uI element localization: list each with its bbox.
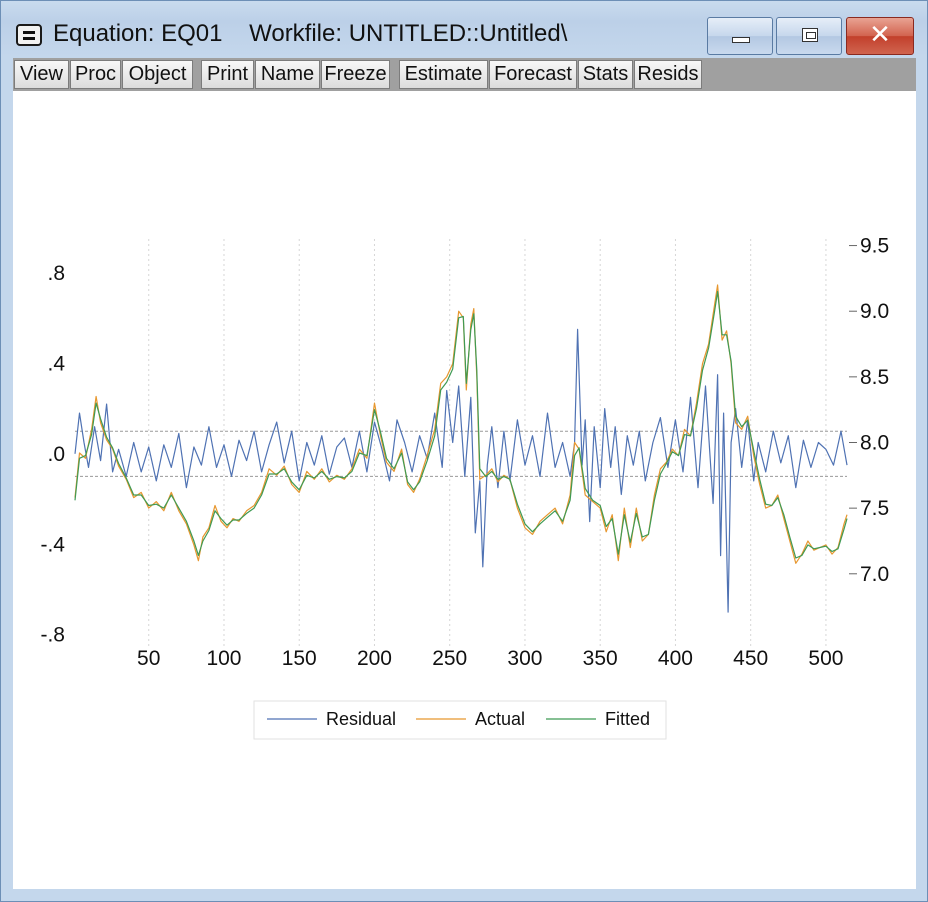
right-tick-label: 7.5 — [860, 497, 889, 520]
x-tick-label: 250 — [432, 647, 467, 670]
x-tick-label: 400 — [658, 647, 693, 670]
left-tick-label: .4 — [47, 352, 65, 375]
print-button[interactable]: Print — [201, 60, 254, 89]
maximize-icon — [802, 28, 818, 42]
name-button[interactable]: Name — [255, 60, 320, 89]
stats-button[interactable]: Stats — [578, 60, 633, 89]
freeze-button[interactable]: Freeze — [321, 60, 390, 89]
right-tick-label: 8.0 — [860, 432, 889, 455]
system-menu-icon[interactable] — [16, 24, 42, 46]
right-tick-label: 9.0 — [860, 300, 889, 323]
legend-label-residual: Residual — [326, 709, 396, 729]
object-button[interactable]: Object — [122, 60, 193, 89]
window-title: Equation: EQ01 Workfile: UNTITLED::Untit… — [53, 20, 568, 47]
x-tick-label: 500 — [808, 647, 843, 670]
chart-legend: Residual Actual Fitted — [253, 700, 667, 740]
close-icon: ✕ — [869, 20, 891, 50]
x-tick-label: 350 — [583, 647, 618, 670]
x-tick-label: 100 — [206, 647, 241, 670]
equation-toolbar: View Proc Object Print Name Freeze Estim… — [13, 58, 916, 91]
x-tick-label: 450 — [733, 647, 768, 670]
x-tick-label: 200 — [357, 647, 392, 670]
close-button[interactable]: ✕ — [846, 17, 914, 55]
x-tick-label: 300 — [507, 647, 542, 670]
right-tick-label: 7.0 — [860, 563, 889, 586]
legend-label-actual: Actual — [475, 709, 525, 729]
residual-series-line — [74, 328, 848, 613]
left-tick-label: .0 — [47, 443, 65, 466]
legend-label-fitted: Fitted — [605, 709, 650, 729]
right-tick-label: 8.5 — [860, 366, 889, 389]
legend-box — [253, 700, 667, 740]
graph-view: 50 100 150 200 250 300 350 400 450 500 -.8 -.4 .0 .4.… — [13, 91, 916, 889]
left-tick-label: .8 — [47, 262, 65, 285]
residual-actual-fitted-chart: 50 100 150 200 250 300 350 400 450 500 -.8 -.4 .0 .4.… — [40, 235, 889, 740]
left-tick-label: -.8 — [40, 624, 65, 647]
minimize-button[interactable] — [707, 17, 773, 55]
minimize-icon — [732, 37, 750, 43]
right-tick-label: 9.5 — [860, 235, 889, 258]
maximize-button[interactable] — [776, 17, 842, 55]
x-tick-label: 150 — [282, 647, 317, 670]
estimate-button[interactable]: Estimate — [399, 60, 488, 89]
resids-button[interactable]: Resids — [634, 60, 702, 89]
title-bar[interactable]: Equation: EQ01 Workfile: UNTITLED::Untit… — [1, 1, 927, 57]
left-tick-label: -.4 — [40, 533, 65, 556]
forecast-button[interactable]: Forecast — [489, 60, 577, 89]
view-button[interactable]: View — [14, 60, 69, 89]
x-tick-label: 50 — [137, 647, 160, 670]
proc-button[interactable]: Proc — [70, 60, 121, 89]
fitted-series-line — [74, 290, 848, 559]
